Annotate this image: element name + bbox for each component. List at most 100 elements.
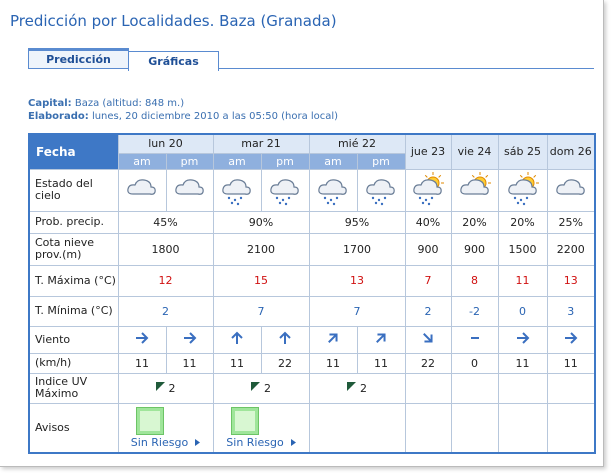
period-header: pm xyxy=(260,152,310,170)
sky-icon xyxy=(165,168,214,212)
uv-index: 2 xyxy=(251,381,271,395)
forecast-table: Fecha lun 20 mar 21 mié 22 jue 23 vie 24 sáb 2… xyxy=(28,133,596,454)
period-header: pm xyxy=(165,152,214,170)
sky-row: Estado del cielo xyxy=(28,168,596,212)
cell: 1800 xyxy=(117,232,214,266)
info-value: lunes, 20 diciembre 2010 a las 05:50 (ho… xyxy=(91,111,339,122)
wind-speed: 11 xyxy=(117,352,167,374)
sky-icon xyxy=(546,168,596,212)
cell xyxy=(404,372,452,404)
cell xyxy=(308,402,406,454)
cell xyxy=(497,402,548,454)
warning-box xyxy=(230,407,259,436)
data-row: Cota nieve prov.(m) 1800 2100 1700 900 900 150… xyxy=(28,232,596,266)
tab[interactable]: Predicción xyxy=(28,48,129,68)
sky-icon xyxy=(212,168,262,212)
wind-arrow xyxy=(260,325,310,354)
wind-arrow xyxy=(450,325,499,354)
row-label: Avisos xyxy=(28,402,119,454)
wind-arrow xyxy=(212,325,262,354)
warning-link[interactable]: Sin Riesgo xyxy=(226,436,284,450)
cell: 90% xyxy=(212,210,310,234)
cell xyxy=(450,402,499,454)
wind-arrow xyxy=(356,325,406,354)
cell: 3 xyxy=(546,295,596,327)
cell xyxy=(450,372,499,404)
cell: 20% xyxy=(497,210,548,234)
row-label: Cota nieve prov.(m) xyxy=(28,232,119,266)
sky-icon xyxy=(260,168,310,212)
cell: 12 xyxy=(117,264,214,297)
wind-arrow xyxy=(404,325,452,354)
uv-row: Indice UV Máximo 2 2 2 xyxy=(28,372,596,404)
sky-icon xyxy=(404,168,452,212)
wind-speed: 11 xyxy=(546,352,596,374)
sky-icon xyxy=(117,168,167,212)
page-title: Predicción por Localidades. Baza (Granad… xyxy=(10,12,337,30)
day-header: lun 20 xyxy=(117,133,214,154)
period-header: am xyxy=(117,152,167,170)
info-label: Elaborado: xyxy=(28,111,89,122)
day-header: sáb 25 xyxy=(497,133,548,170)
day-header: vie 24 xyxy=(450,133,499,170)
sky-icon xyxy=(308,168,358,212)
uv-index: 2 xyxy=(155,381,176,395)
tab[interactable]: Gráficas xyxy=(128,51,219,71)
cell: 2 xyxy=(117,295,214,327)
cell: 900 xyxy=(404,232,452,266)
row-label: Estado del cielo xyxy=(28,168,119,212)
day-header: jue 23 xyxy=(404,133,452,170)
cell: 900 xyxy=(450,232,499,266)
warning-box xyxy=(135,407,164,436)
cell: 15 xyxy=(212,264,310,297)
day-header: mié 22 xyxy=(308,133,406,154)
header-fecha: Fecha xyxy=(28,133,119,170)
period-header: pm xyxy=(356,152,406,170)
cell: 7 xyxy=(308,295,406,327)
cell: 13 xyxy=(546,264,596,297)
cell: 0 xyxy=(497,295,548,327)
wind-arrow xyxy=(308,325,358,354)
uv-value: 2 xyxy=(360,381,367,395)
day-header: dom 26 xyxy=(546,133,596,170)
cell: 2200 xyxy=(546,232,596,266)
info: Capital: Baza (altitud: 848 m.) Elaborad… xyxy=(28,97,338,123)
data-row: T. Mínima (°C) 2 7 7 2 -2 0 3 xyxy=(28,295,596,327)
cell xyxy=(404,402,452,454)
row-label: (km/h) xyxy=(28,352,119,374)
cell: 7 xyxy=(404,264,452,297)
wind-speed: 11 xyxy=(356,352,406,374)
wind-speed: 11 xyxy=(308,352,358,374)
warning-link[interactable]: Sin Riesgo xyxy=(130,436,189,450)
cell: 2 xyxy=(404,295,452,327)
uv-value: 2 xyxy=(264,381,271,395)
cell: 95% xyxy=(308,210,406,234)
wind-arrow xyxy=(546,325,596,354)
cell: Sin Riesgo xyxy=(212,402,310,454)
cell: 7 xyxy=(212,295,310,327)
row-label: T. Mínima (°C) xyxy=(28,295,119,327)
data-row: Prob. precip. 45% 90% 95% 40% 20% 20% 25% xyxy=(28,210,596,234)
wind-speed: 11 xyxy=(497,352,548,374)
cell: 1700 xyxy=(308,232,406,266)
row-label: Prob. precip. xyxy=(28,210,119,234)
cell: 45% xyxy=(117,210,214,234)
wind-arrow xyxy=(497,325,548,354)
uv-value: 2 xyxy=(168,381,176,395)
cell: 20% xyxy=(450,210,499,234)
cell: -2 xyxy=(450,295,499,327)
row-label: T. Máxima (°C) xyxy=(28,264,119,297)
sky-icon xyxy=(356,168,406,212)
cell: 40% xyxy=(404,210,452,234)
cell: 13 xyxy=(308,264,406,297)
avisos-row: Avisos Sin Riesgo Sin Riesgo xyxy=(28,402,596,454)
cell: 1500 xyxy=(497,232,548,266)
day-header: mar 21 xyxy=(212,133,310,154)
cell xyxy=(546,402,596,454)
wind-speed: 22 xyxy=(404,352,452,374)
info-value: Baza (altitud: 848 m.) xyxy=(74,98,185,109)
cell: 8 xyxy=(450,264,499,297)
cell: 2 xyxy=(308,372,406,404)
data-row: T. Máxima (°C) 12 15 13 7 8 11 13 xyxy=(28,264,596,297)
